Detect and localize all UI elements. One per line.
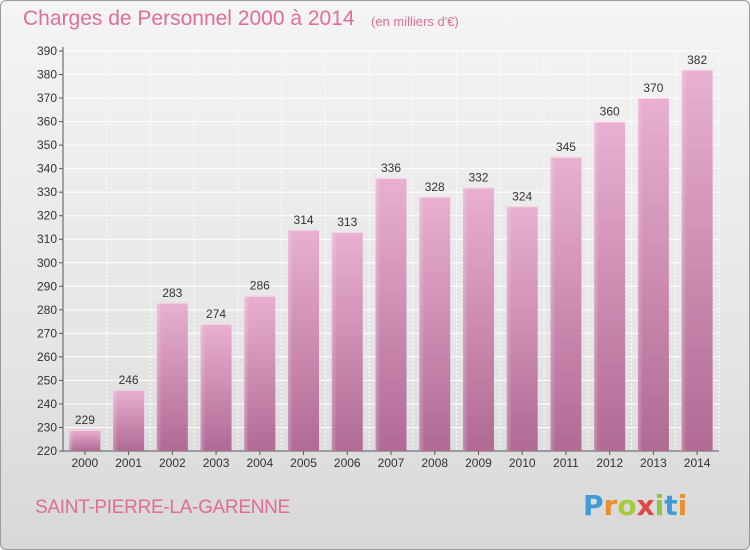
bar: [462, 187, 494, 451]
x-tick-label: 2014: [684, 456, 711, 470]
bar: [419, 196, 451, 451]
logo-letter: P: [583, 489, 604, 522]
x-tick-label: 2006: [334, 456, 361, 470]
data-label: 314: [294, 213, 314, 227]
bar-highlight: [419, 196, 425, 451]
y-tick-label: 270: [37, 326, 57, 340]
y-tick-label: 340: [37, 162, 57, 176]
data-label: 274: [206, 307, 226, 321]
logo-letter: r: [603, 489, 618, 522]
bar: [550, 156, 582, 451]
bar-highlight: [681, 69, 687, 451]
y-tick-label: 330: [37, 185, 57, 199]
x-tick-label: 2001: [115, 456, 142, 470]
y-tick-label: 220: [37, 444, 57, 458]
x-tick-label: 2000: [72, 456, 99, 470]
x-tick-label: 2012: [596, 456, 623, 470]
bar-highlight: [550, 156, 556, 451]
y-tick-label: 240: [37, 397, 57, 411]
x-tick-label: 2003: [203, 456, 230, 470]
data-labels: 229 246 283 274 286 314 313 336 328 332 324 345 360 3…: [75, 53, 708, 427]
data-label: 382: [687, 53, 707, 67]
bar: [156, 302, 188, 451]
data-label: 370: [643, 81, 663, 95]
y-tick-label: 360: [37, 115, 57, 129]
y-tick-label: 380: [37, 68, 57, 82]
bar: [506, 206, 538, 451]
bar-highlight: [506, 206, 512, 451]
data-label: 324: [512, 189, 532, 203]
x-tick-label: 2011: [553, 456, 579, 470]
y-tick-label: 280: [37, 303, 57, 317]
x-tick-label: 2010: [509, 456, 536, 470]
bar: [681, 69, 713, 451]
y-tick-label: 290: [37, 279, 57, 293]
bar-highlight: [113, 389, 119, 451]
chart-title: Charges de Personnel 2000 à 2014: [23, 7, 355, 30]
bar-highlight: [288, 229, 294, 451]
bar: [288, 229, 320, 451]
bar: [113, 389, 145, 451]
bar: [637, 98, 669, 451]
y-tick-label: 370: [37, 91, 57, 105]
x-tick-label: 2005: [290, 456, 317, 470]
y-tick-label: 230: [37, 420, 57, 434]
bars: [69, 69, 713, 452]
y-tick-label: 300: [37, 256, 57, 270]
proxiti-logo[interactable]: Proxiti: [583, 489, 687, 522]
bar: [69, 429, 101, 451]
data-label: 336: [381, 161, 401, 175]
data-label: 332: [468, 170, 488, 184]
y-tick-label: 250: [37, 373, 57, 387]
bar: [244, 295, 276, 451]
y-tick-label: 310: [37, 232, 57, 246]
bar: [331, 232, 363, 451]
bar: [375, 178, 407, 451]
data-label: 360: [600, 105, 620, 119]
y-tick-label: 390: [37, 44, 57, 58]
bar-highlight: [594, 121, 600, 452]
bar-highlight: [156, 302, 162, 451]
logo-letter: i: [654, 489, 665, 522]
bar-highlight: [375, 178, 381, 451]
logo-letter: o: [617, 489, 637, 522]
x-tick-label: 2009: [465, 456, 492, 470]
data-label: 283: [162, 286, 182, 300]
data-label: 313: [337, 215, 357, 229]
y-tick-label: 350: [37, 138, 57, 152]
y-tick-label: 260: [37, 350, 57, 364]
axes: 220 230 240 250 260 270 280 290 300 310 320 330 340 3…: [37, 44, 719, 470]
bar: [594, 121, 626, 452]
x-tick-label: 2008: [421, 456, 448, 470]
data-label: 246: [119, 373, 139, 387]
bar-highlight: [462, 187, 468, 451]
logo-letter: t: [664, 489, 678, 522]
x-tick-label: 2004: [246, 456, 273, 470]
x-tick-label: 2007: [378, 456, 405, 470]
x-tick-label: 2013: [640, 456, 667, 470]
data-label: 345: [556, 140, 576, 154]
chart-unit: (en milliers d'€): [371, 14, 459, 29]
data-label: 286: [250, 279, 270, 293]
logo-letter: x: [636, 489, 655, 522]
y-tick-label: 320: [37, 209, 57, 223]
data-label: 328: [425, 180, 445, 194]
x-tick-label: 2002: [159, 456, 186, 470]
city-name: SAINT-PIERRE-LA-GARENNE: [35, 497, 290, 518]
bar-highlight: [637, 98, 643, 451]
bar-highlight: [244, 295, 250, 451]
bar: [200, 323, 232, 451]
logo-letter: i: [677, 489, 688, 522]
bar-highlight: [69, 429, 75, 451]
data-label: 229: [75, 413, 95, 427]
bar-highlight: [331, 232, 337, 451]
bar-highlight: [200, 323, 206, 451]
